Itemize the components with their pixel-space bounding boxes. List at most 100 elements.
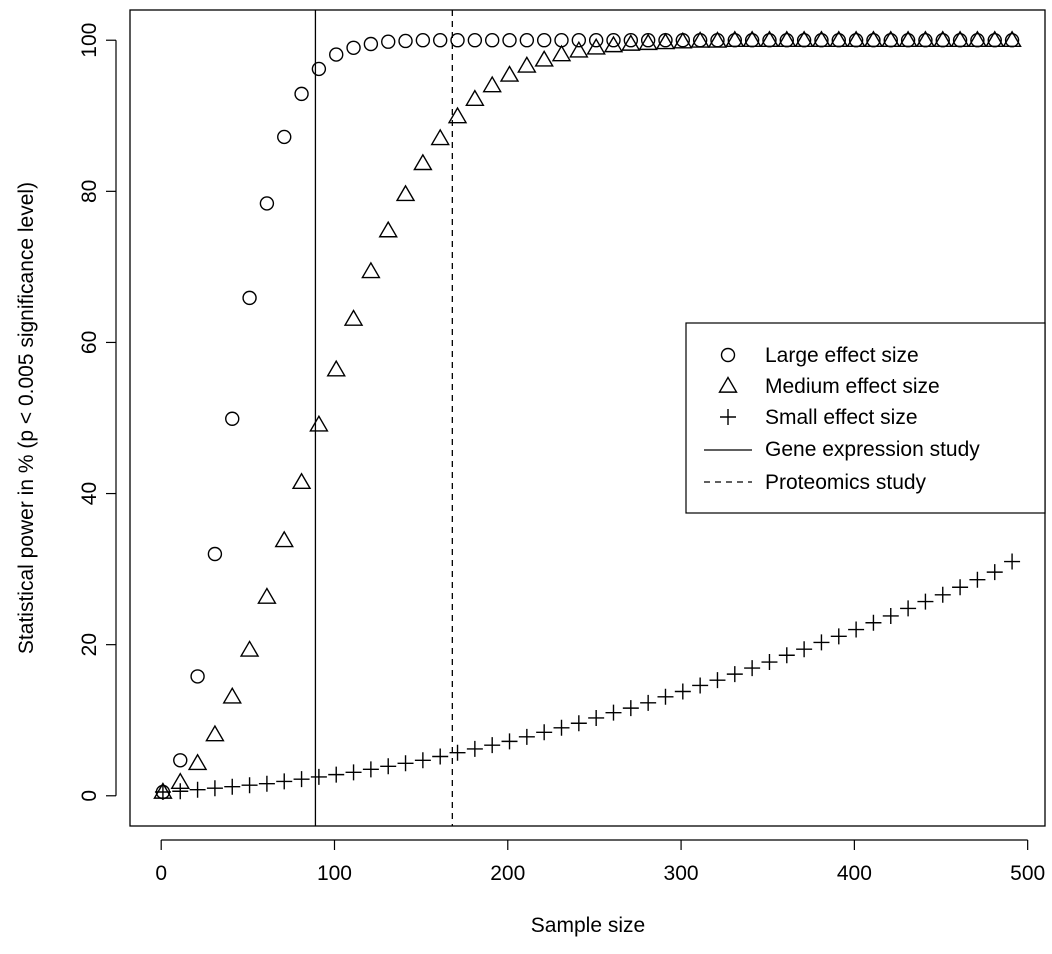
data-point bbox=[967, 30, 988, 48]
data-point bbox=[778, 647, 795, 664]
data-point bbox=[258, 775, 275, 792]
data-point bbox=[207, 546, 223, 562]
data-point bbox=[571, 33, 587, 48]
x-tick-label: 400 bbox=[837, 862, 872, 885]
data-point bbox=[933, 30, 953, 48]
data-point bbox=[241, 777, 258, 794]
x-tick-label: 300 bbox=[664, 862, 699, 885]
data-point bbox=[674, 683, 691, 700]
data-point bbox=[482, 75, 502, 93]
data-point bbox=[881, 30, 901, 48]
y-tick-label: 80 bbox=[78, 180, 101, 203]
data-point bbox=[536, 33, 552, 48]
data-point bbox=[640, 694, 657, 711]
y-tick-label: 40 bbox=[78, 482, 101, 505]
data-point bbox=[759, 30, 780, 48]
data-point bbox=[329, 47, 344, 62]
data-point bbox=[447, 106, 468, 124]
data-point bbox=[950, 30, 970, 48]
x-axis-label: Sample size bbox=[531, 914, 645, 937]
data-point bbox=[811, 30, 832, 48]
data-point bbox=[449, 744, 466, 761]
series-plus bbox=[154, 553, 1021, 800]
data-point bbox=[413, 153, 433, 171]
data-point bbox=[484, 33, 500, 48]
data-point bbox=[623, 33, 639, 48]
data-point bbox=[690, 31, 710, 48]
data-point bbox=[969, 571, 986, 588]
data-point bbox=[673, 31, 693, 49]
x-tick-label: 100 bbox=[317, 862, 352, 885]
x-axis: 0 100 200 300 400 500 bbox=[155, 839, 1045, 885]
data-point bbox=[621, 34, 641, 51]
data-point bbox=[345, 764, 362, 781]
x-tick-label: 200 bbox=[490, 862, 525, 885]
data-point bbox=[586, 37, 606, 55]
data-point bbox=[378, 220, 398, 238]
data-point bbox=[381, 34, 396, 49]
data-point bbox=[430, 128, 450, 146]
legend: Large effect size Medium effect size Sma… bbox=[685, 322, 1046, 514]
data-point bbox=[605, 704, 622, 721]
marks-layer bbox=[153, 10, 1022, 826]
data-point bbox=[553, 719, 570, 736]
data-point bbox=[257, 587, 277, 604]
data-point bbox=[848, 621, 865, 638]
data-point bbox=[293, 771, 310, 788]
y-tick-label: 20 bbox=[78, 633, 101, 656]
data-point bbox=[865, 614, 882, 631]
legend-label-large: Large effect size bbox=[765, 344, 919, 367]
data-point bbox=[309, 414, 329, 432]
x-tick-label: 500 bbox=[1010, 862, 1045, 885]
y-axis-label: Statistical power in % (p < 0.005 signif… bbox=[15, 182, 38, 654]
legend-label-small: Small effect size bbox=[765, 406, 918, 429]
data-point bbox=[380, 758, 397, 775]
data-point bbox=[777, 30, 797, 48]
data-point bbox=[900, 600, 917, 617]
data-point bbox=[363, 36, 379, 52]
x-tick-label: 0 bbox=[155, 862, 167, 885]
data-point bbox=[796, 641, 813, 658]
data-point bbox=[154, 784, 171, 800]
data-point bbox=[551, 44, 572, 62]
data-point bbox=[742, 30, 762, 48]
data-point bbox=[709, 672, 726, 689]
data-point bbox=[501, 733, 518, 750]
data-point bbox=[917, 593, 934, 610]
data-point bbox=[570, 715, 587, 732]
y-axis: 0 20 40 60 80 100 bbox=[78, 23, 117, 802]
legend-key-large bbox=[720, 347, 736, 363]
y-tick-label: 0 bbox=[78, 790, 101, 802]
data-point bbox=[519, 33, 535, 48]
data-point bbox=[222, 686, 242, 704]
data-point bbox=[294, 86, 309, 102]
data-point bbox=[398, 33, 413, 49]
data-point bbox=[829, 30, 849, 48]
series-triangle bbox=[153, 30, 1022, 799]
data-point bbox=[657, 688, 674, 705]
data-point bbox=[934, 586, 951, 603]
data-point bbox=[310, 768, 327, 785]
data-point bbox=[499, 65, 520, 82]
data-point bbox=[725, 30, 745, 48]
data-point bbox=[450, 33, 465, 48]
data-point bbox=[239, 640, 260, 657]
data-point bbox=[242, 290, 257, 306]
data-point bbox=[484, 737, 501, 754]
data-point bbox=[274, 530, 294, 548]
data-point bbox=[726, 666, 743, 683]
data-point bbox=[915, 30, 936, 48]
data-point bbox=[761, 654, 778, 671]
data-point bbox=[846, 30, 866, 48]
data-point bbox=[466, 740, 483, 757]
data-point bbox=[432, 33, 448, 48]
data-point bbox=[588, 33, 604, 48]
data-point bbox=[361, 261, 381, 279]
legend-label-medium: Medium effect size bbox=[765, 375, 940, 398]
data-point bbox=[276, 773, 293, 790]
data-point bbox=[606, 33, 621, 48]
data-point bbox=[502, 33, 517, 48]
data-point bbox=[187, 753, 208, 771]
data-point bbox=[1002, 30, 1022, 48]
